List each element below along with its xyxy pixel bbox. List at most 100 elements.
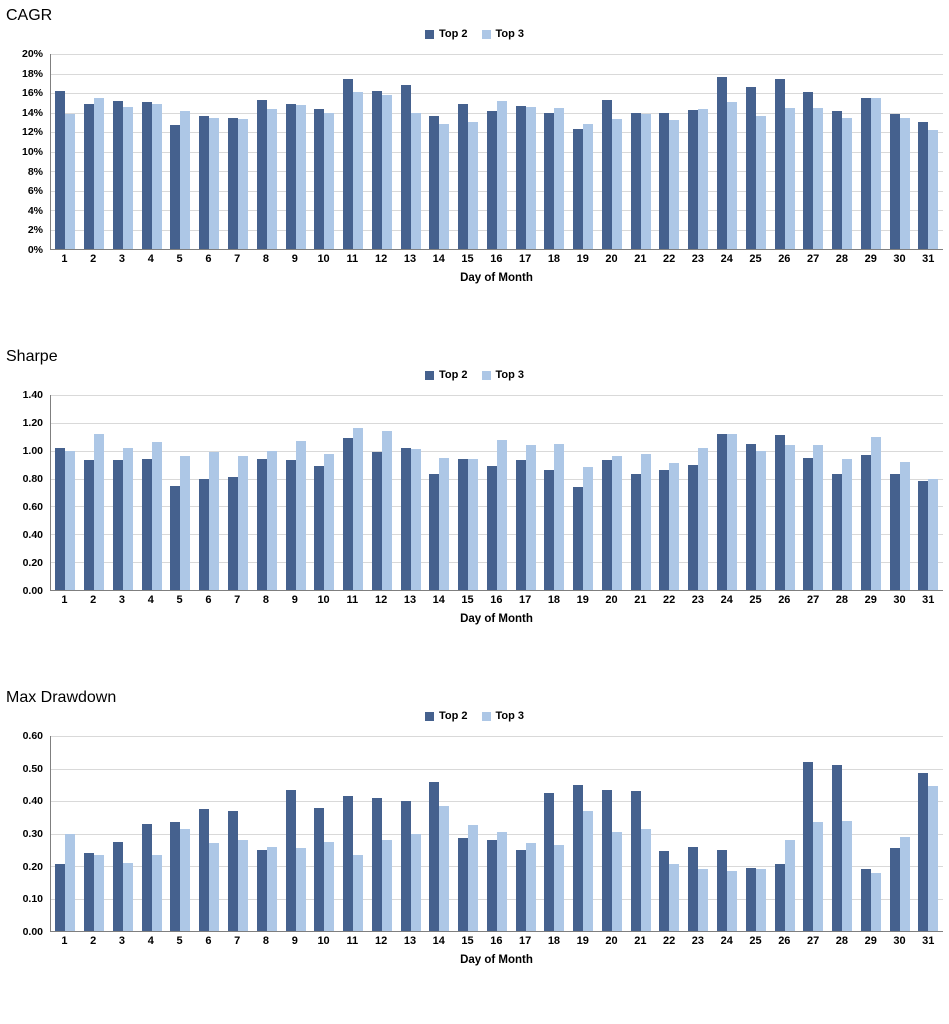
bar-top-3 (237, 119, 248, 249)
bar-group (918, 736, 939, 931)
bar-top-2 (400, 801, 411, 931)
x-tick-label: 28 (835, 253, 849, 265)
bar-top-2 (112, 841, 123, 931)
bars (51, 54, 943, 249)
bar-top-3 (928, 786, 939, 931)
legend-item-top3: Top 3 (481, 28, 524, 40)
x-tick-label: 30 (893, 253, 906, 265)
x-tick-label: 23 (691, 253, 705, 265)
bar-top-2 (889, 848, 900, 931)
gridline (51, 736, 943, 737)
bar-group (860, 736, 881, 931)
y-tick-label: 0.60 (22, 730, 43, 742)
y-tick-label: 0.40 (22, 529, 43, 541)
bar-group (745, 395, 766, 590)
bar-top-2 (84, 103, 95, 249)
y-tick-label: 0.50 (22, 762, 43, 775)
x-tick-label: 3 (118, 594, 126, 606)
legend-swatch-top2 (424, 370, 434, 380)
bar-top-2 (314, 466, 325, 590)
gridline (51, 93, 943, 94)
x-tick-label: 27 (806, 594, 820, 606)
y-tick-label: 0.00 (22, 926, 43, 938)
bar-group (515, 395, 536, 590)
bar-top-2 (716, 77, 727, 249)
bar-top-2 (371, 452, 382, 590)
y-tick-label: 1.40 (22, 389, 43, 401)
bar-top-3 (324, 113, 335, 249)
bar-top-2 (458, 838, 469, 931)
x-tick-label: 27 (806, 935, 820, 947)
x-tick-label: 12 (375, 594, 388, 606)
bar-top-2 (458, 103, 469, 249)
plot-area (50, 54, 943, 250)
bar-top-2 (256, 99, 267, 249)
bar-top-3 (611, 831, 622, 931)
bar-top-2 (227, 118, 238, 249)
bar-top-2 (170, 822, 181, 931)
x-tick-label: 28 (835, 935, 849, 947)
bar-top-3 (583, 124, 594, 249)
bar-group (630, 736, 651, 931)
x-tick-label: 23 (691, 935, 705, 947)
bar-group (544, 395, 565, 590)
bar-top-2 (688, 846, 699, 931)
bar-top-3 (381, 431, 392, 590)
x-tick-label: 14 (432, 594, 445, 606)
bar-top-3 (525, 445, 536, 590)
bar-group (458, 736, 479, 931)
bar-group (745, 736, 766, 931)
legend-swatch-top3 (481, 370, 491, 380)
x-tick-label: 25 (749, 253, 762, 265)
x-tick-label: 30 (893, 935, 906, 947)
x-tick-label: 12 (375, 253, 388, 265)
x-tick-label: 7 (234, 253, 241, 265)
y-axis: 0% 2% 4% 6% 8% 10% 12% 14% 16% 18% 20% (6, 48, 50, 256)
bar-top-3 (842, 118, 853, 249)
x-axis-title: Day of Month (460, 613, 533, 625)
bar-group (84, 395, 105, 590)
legend-item-top2: Top 2 (424, 710, 468, 722)
x-tick-label: 20 (605, 253, 618, 265)
bar-top-3 (554, 443, 565, 590)
x-tick-label: 4 (147, 935, 154, 947)
bar-top-3 (899, 461, 910, 590)
bar-top-3 (870, 872, 881, 931)
bar-top-3 (381, 840, 392, 931)
bar-top-2 (458, 459, 469, 590)
bar-top-2 (400, 447, 411, 590)
bar-top-3 (669, 120, 680, 249)
x-tick-label: 8 (262, 594, 270, 606)
x-tick-label: 16 (490, 594, 503, 606)
bar-top-3 (209, 452, 220, 590)
bar-top-2 (429, 116, 440, 249)
bar-group (716, 395, 737, 590)
bar-group (256, 736, 277, 931)
x-tick-label: 20 (605, 594, 618, 606)
bar-top-2 (256, 849, 267, 931)
bars (51, 395, 943, 590)
bar-top-2 (199, 116, 210, 249)
plot-row: 0% 2% 4% 6% 8% 10% 12% 14% 16% 18% 20% (6, 48, 943, 256)
x-tick-label: 6 (205, 935, 212, 947)
y-tick-label: 0.20 (22, 860, 43, 873)
bar-top-2 (314, 807, 325, 931)
bar-group (774, 736, 795, 931)
x-tick-label: 24 (720, 935, 733, 947)
x-tick-label: 31 (922, 935, 935, 947)
bar-top-2 (170, 125, 181, 249)
bar-top-2 (55, 864, 66, 931)
bar-top-2 (429, 474, 440, 590)
legend-swatch-top2 (424, 29, 434, 39)
chart-sharpe: Sharpe Top 2 Top 3 0.00 0.20 0.40 0.60 0.80 1… (0, 341, 949, 682)
bar-group (400, 736, 421, 931)
bar-top-2 (803, 457, 814, 590)
bar-group (371, 736, 392, 931)
bar-top-3 (698, 447, 709, 590)
bar-top-3 (813, 445, 824, 590)
y-tick-label: 20% (21, 48, 43, 60)
bar-top-2 (199, 478, 210, 590)
bar-group (314, 395, 335, 590)
bar-group (256, 395, 277, 590)
x-tick-label: 5 (176, 253, 183, 265)
